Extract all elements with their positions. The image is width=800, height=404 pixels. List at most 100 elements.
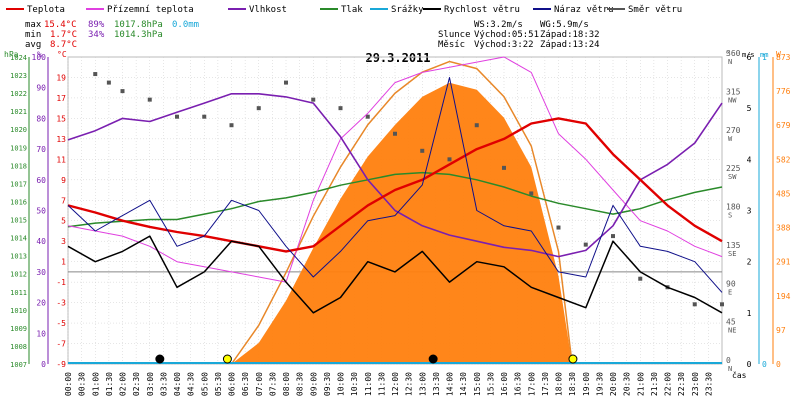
wind-direction-point	[120, 89, 125, 94]
x-tick-label: 08:30	[296, 372, 305, 396]
x-tick-label: 11:00	[364, 372, 373, 396]
temp-unit-label: °C	[57, 50, 67, 59]
pressure-tick-label: 1013	[10, 253, 27, 261]
moon-rise: Východ:3:22	[474, 40, 534, 50]
x-tick-label: 22:30	[677, 372, 686, 396]
legend-label: Náraz větru	[554, 5, 614, 15]
wind-direction-point	[202, 114, 207, 119]
sun-rise: Východ:05:51	[474, 30, 539, 40]
x-tick-label: 05:30	[214, 372, 223, 396]
x-tick-label: 00:00	[64, 372, 73, 396]
x-tick-label: 17:30	[541, 372, 550, 396]
x-tick-label: 06:00	[228, 372, 237, 396]
x-tick-label: 16:30	[514, 372, 523, 396]
direction-tick-label: 180	[726, 203, 741, 212]
pressure-tick-label: 1019	[10, 144, 27, 152]
moon-set: Západ:13:24	[540, 40, 600, 50]
humidity-tick-label: 30	[36, 268, 46, 277]
direction-compass-label: SW	[728, 173, 737, 181]
sun-marker	[568, 354, 578, 364]
wind-direction-point	[692, 302, 697, 307]
wind-direction-point	[393, 131, 397, 136]
x-tick-label: 18:30	[568, 372, 577, 396]
wind-direction-point	[638, 276, 643, 281]
stat-min-label: min	[25, 30, 41, 40]
x-tick-label: 02:30	[132, 372, 141, 396]
wind-gust-info: WG:5.9m/s	[540, 20, 589, 30]
moon-label: Měsíc	[438, 40, 465, 50]
wind-unit-label: m/s	[742, 51, 755, 59]
x-tick-label: 20:30	[623, 372, 632, 396]
wind-direction-point	[556, 225, 561, 230]
stat-max-rain: 0.0mm	[172, 20, 199, 30]
pressure-unit-label: hPa	[4, 50, 19, 59]
humidity-line	[67, 93, 723, 258]
stat-avg-temp: 8.7°C	[50, 40, 77, 50]
direction-compass-label: NW	[728, 96, 737, 104]
stat-max-label: max	[25, 20, 42, 30]
humidity-tick-label: 10	[36, 329, 46, 338]
chart-title: 29.3.2011	[365, 51, 430, 65]
humidity-tick-label: 50	[36, 207, 46, 216]
solar-tick-label: 873	[776, 53, 791, 62]
legend-label: Tlak	[341, 5, 363, 15]
wind-speed-info: WS:3.2m/s	[474, 20, 523, 30]
stat-max-temp: 15.4°C	[44, 20, 77, 30]
solar-tick-label: 0	[776, 360, 781, 369]
sun-marker	[222, 354, 232, 364]
wind-tick-label: 4	[747, 155, 752, 164]
x-tick-label: 06:30	[241, 372, 250, 396]
legend-label: Rychlost větru	[444, 5, 520, 15]
x-tick-label: 12:00	[391, 372, 400, 396]
wind-tick-label: 2	[747, 258, 752, 267]
pressure-tick-label: 1011	[10, 289, 27, 297]
x-tick-label: 12:30	[405, 372, 414, 396]
x-tick-label: 21:00	[636, 372, 645, 396]
x-tick-label: 21:30	[650, 372, 659, 396]
x-tick-label: 04:30	[187, 372, 196, 396]
solar-area	[231, 82, 573, 364]
wind-direction-point	[365, 114, 370, 119]
solar-tick-label: 194	[776, 292, 791, 301]
x-tick-label: 13:00	[418, 372, 427, 396]
x-tick-label: 10:30	[350, 372, 359, 396]
x-tick-label: 15:30	[486, 372, 495, 396]
wind-direction-point	[229, 123, 234, 128]
x-tick-label: 15:00	[473, 372, 482, 396]
solar-tick-label: 582	[776, 155, 791, 164]
direction-tick-label: 270	[726, 126, 741, 135]
humidity-tick-label: 80	[36, 114, 46, 123]
direction-compass-label: NE	[728, 327, 736, 335]
pressure-line	[67, 171, 723, 228]
temp-tick-label: -9	[56, 360, 66, 369]
direction-compass-label: SE	[728, 250, 736, 258]
wind-tick-label: 3	[747, 207, 752, 216]
temp-tick-label: 17	[56, 94, 66, 103]
direction-compass-label: N	[728, 58, 732, 66]
wind-direction-point	[256, 106, 261, 111]
legend-label: Srážky	[391, 5, 424, 15]
temperature-line	[67, 117, 723, 253]
humidity-tick-label: 20	[36, 299, 46, 308]
pressure-tick-label: 1024	[10, 54, 27, 62]
humidity-tick-label: 0	[41, 360, 46, 369]
wind-direction-point	[502, 165, 506, 170]
temp-tick-label: 11	[56, 155, 66, 164]
moon-marker	[155, 354, 165, 364]
wind-direction-point	[583, 242, 588, 247]
x-tick-label: 22:00	[664, 372, 673, 396]
wind-direction-point	[175, 114, 179, 119]
stat-max-hum: 89%	[88, 20, 105, 30]
x-tick-label: 23:00	[691, 372, 700, 396]
info-panel: WS:3.2m/s WG:5.9m/s Slunce Východ:05:51 …	[438, 20, 600, 50]
wind-tick-label: 6	[747, 53, 752, 62]
rain-tick-label: 0	[762, 360, 767, 369]
humidity-tick-label: 100	[32, 53, 47, 62]
x-tick-label: 19:30	[595, 372, 604, 396]
x-tick-label: 09:30	[323, 372, 332, 396]
x-tick-label: 11:30	[377, 372, 386, 396]
stat-min-press: 1014.3hPa	[114, 30, 163, 40]
humidity-tick-label: 90	[36, 84, 46, 93]
